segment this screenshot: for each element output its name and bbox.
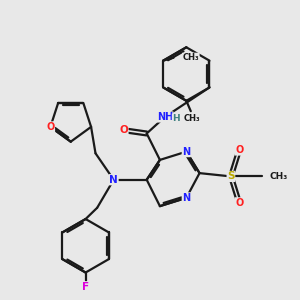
Text: N: N xyxy=(182,193,190,203)
Text: CH₃: CH₃ xyxy=(182,53,199,62)
Text: CH₃: CH₃ xyxy=(184,114,201,123)
Text: NH: NH xyxy=(157,112,173,122)
Text: H: H xyxy=(172,114,180,123)
Text: N: N xyxy=(182,147,190,157)
Text: S: S xyxy=(227,171,235,182)
Text: O: O xyxy=(46,122,55,132)
Text: O: O xyxy=(235,198,243,208)
Text: O: O xyxy=(235,145,243,155)
Text: N: N xyxy=(109,175,118,185)
Text: O: O xyxy=(119,125,128,135)
Text: F: F xyxy=(82,282,89,292)
Text: CH₃: CH₃ xyxy=(270,172,288,181)
